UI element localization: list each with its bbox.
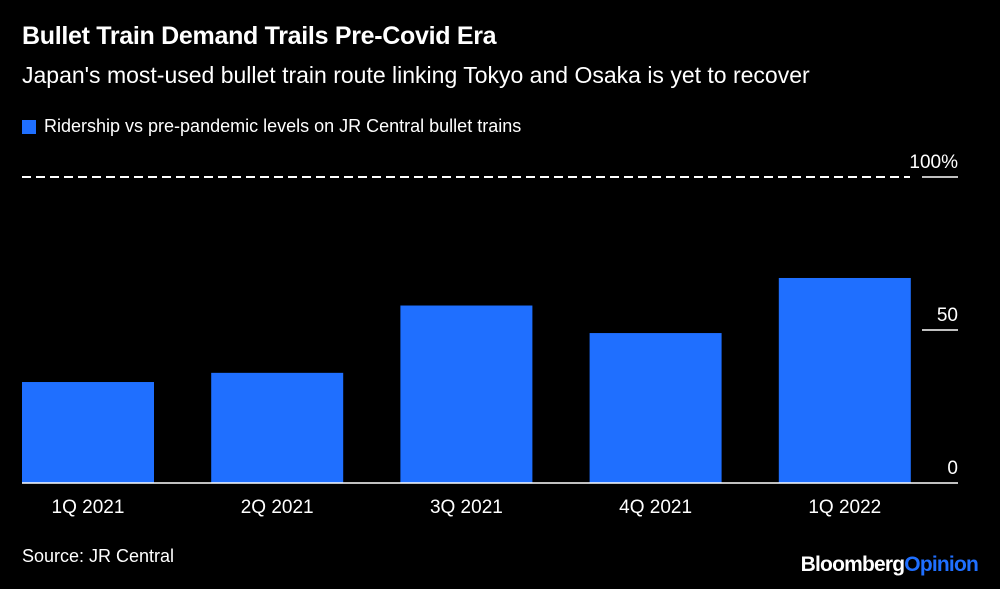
legend: Ridership vs pre-pandemic levels on JR C… [22, 116, 521, 137]
x-tick-label: 4Q 2021 [619, 497, 692, 518]
legend-swatch [22, 119, 36, 134]
brand-logo: BloombergOpinion [800, 553, 979, 577]
bar-1q-2022 [778, 277, 911, 483]
chart-title: Bullet Train Demand Trails Pre-Covid Era [22, 22, 497, 50]
bar-3q-2021 [400, 305, 533, 483]
x-tick-label: 1Q 2021 [52, 497, 125, 518]
y-tick-label: 0 [947, 458, 958, 479]
x-tick-label: 3Q 2021 [430, 497, 503, 518]
brand-part1: Bloomberg [800, 553, 905, 576]
bar-1q-2021 [22, 382, 154, 483]
y-tick-label: 50 [937, 305, 958, 326]
bar-4q-2021 [589, 333, 722, 483]
x-tick-label: 2Q 2021 [241, 497, 314, 518]
brand-part2: Opinion [904, 553, 979, 576]
source-note: Source: JR Central [22, 546, 175, 566]
x-tick-label: 1Q 2022 [808, 497, 881, 518]
legend-label: Ridership vs pre-pandemic levels on JR C… [44, 116, 522, 136]
bar-2q-2021 [211, 372, 344, 483]
y-tick-label: 100% [909, 152, 958, 173]
chart-subtitle: Japan's most-used bullet train route lin… [22, 62, 810, 88]
